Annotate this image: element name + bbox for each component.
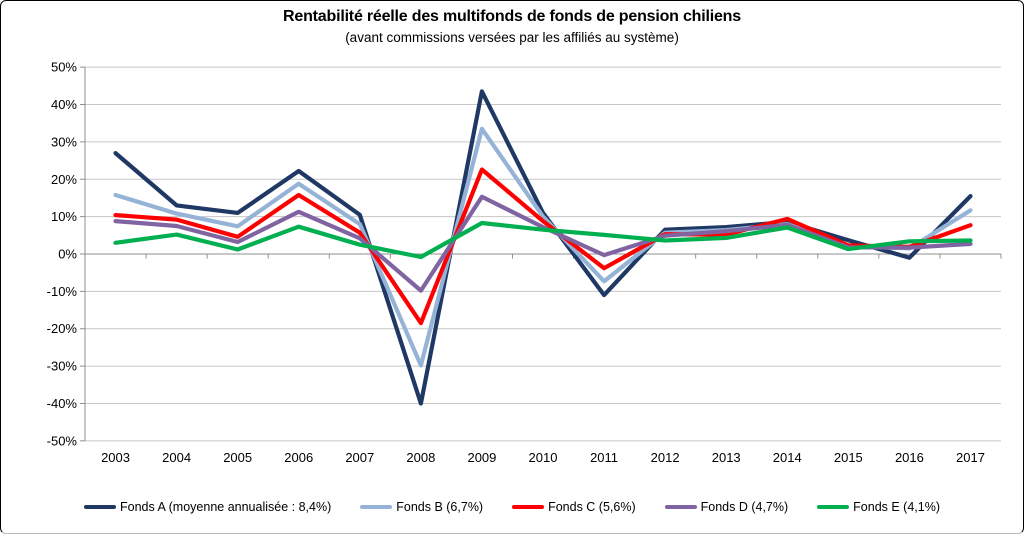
x-axis-label: 2005 [223, 450, 252, 465]
legend-swatch-icon [84, 505, 116, 509]
x-axis-label: 2009 [467, 450, 496, 465]
y-axis-label: 0% [58, 247, 77, 262]
x-axis-label: 2008 [406, 450, 435, 465]
legend-item-fonds-e: Fonds E (4,1%) [817, 500, 940, 514]
y-axis-label: -30% [47, 359, 78, 374]
legend-label: Fonds E (4,1%) [853, 500, 940, 514]
x-axis-label: 2016 [895, 450, 924, 465]
chart-subtitle: (avant commissions versées par les affil… [345, 30, 679, 45]
y-axis-label: -20% [47, 321, 78, 336]
y-axis-label: 10% [51, 209, 77, 224]
x-axis-label: 2010 [529, 450, 558, 465]
x-axis-label: 2007 [345, 450, 374, 465]
series-line-fonds-c [113, 167, 973, 326]
x-axis-label: 2012 [651, 450, 680, 465]
legend-label: Fonds A (moyenne annualisée : 8,4%) [120, 500, 332, 514]
legend-item-fonds-c: Fonds C (5,6%) [512, 500, 636, 514]
series-line-fonds-e [113, 220, 973, 260]
x-axis-label: 2011 [590, 450, 618, 465]
legend-label: Fonds B (6,7%) [396, 500, 484, 514]
legend-swatch-icon [664, 505, 697, 509]
y-axis-label: 30% [51, 134, 77, 149]
y-axis-label: -40% [47, 396, 78, 411]
legend-item-fonds-b: Fonds B (6,7%) [360, 500, 483, 514]
legend-label: Fonds C (5,6%) [548, 500, 636, 514]
x-axis-label: 2015 [834, 450, 863, 465]
y-axis-label: -50% [47, 433, 78, 448]
series-line-fonds-a [113, 89, 973, 406]
x-axis-label: 2003 [101, 450, 130, 465]
x-axis-label: 2004 [162, 450, 191, 465]
legend-swatch-icon [817, 505, 850, 509]
y-axis-label: 40% [51, 97, 77, 112]
x-axis-label: 2017 [956, 450, 985, 465]
legend-item-fonds-d: Fonds D (4,7%) [664, 500, 789, 514]
chart-title: Rentabilité réelle des multifonds de fon… [283, 8, 741, 25]
y-axis-label: 50% [51, 60, 77, 75]
legend-swatch-icon [512, 505, 545, 509]
y-axis-label: 20% [51, 172, 77, 187]
x-axis-label: 2013 [712, 450, 741, 465]
legend-item-fonds-a: Fonds A (moyenne annualisée : 8,4%) [84, 500, 331, 514]
legend: Fonds A (moyenne annualisée : 8,4%) Fonds… [1, 500, 1023, 514]
x-axis-label: 2014 [773, 450, 802, 465]
x-axis-label: 2006 [284, 450, 313, 465]
y-axis-label: -10% [47, 284, 78, 299]
legend-label: Fonds D (4,7%) [700, 500, 789, 514]
legend-swatch-icon [360, 505, 393, 509]
